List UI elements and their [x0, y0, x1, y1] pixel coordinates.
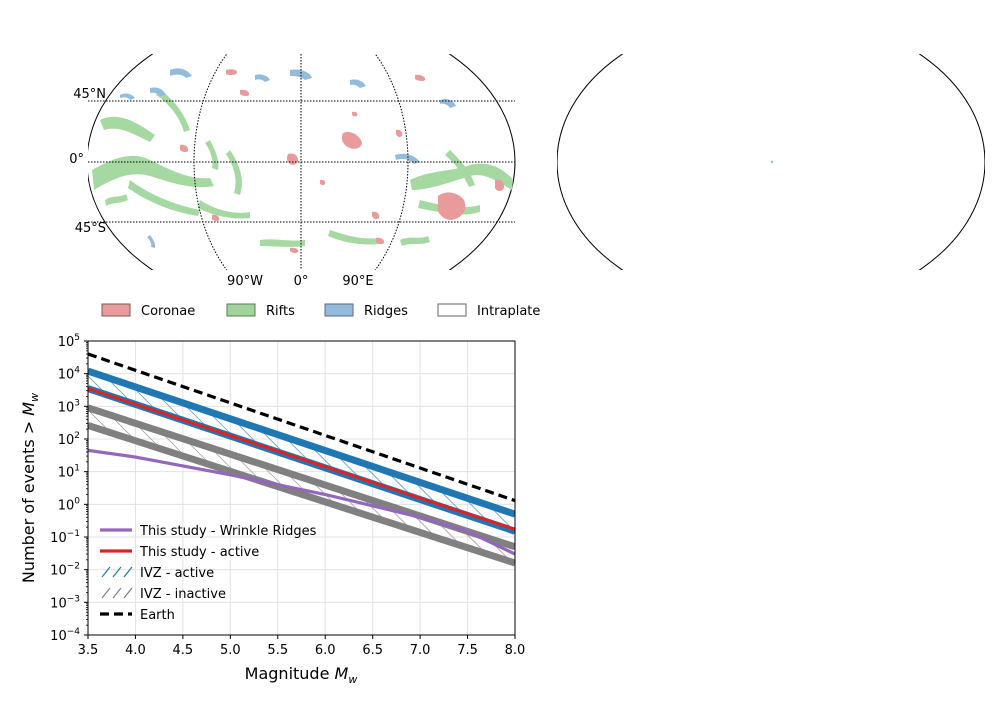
y-tick-exponent: −1	[67, 529, 80, 539]
y-tick-exponent: −2	[67, 562, 80, 572]
band-upper-edge	[88, 367, 515, 518]
x-tick-label: 6.0	[315, 643, 336, 658]
map-rifts	[92, 90, 513, 247]
y-tick-base: 10	[50, 564, 67, 579]
map-legend: Coronae Rifts Ridges Intraplate	[101, 303, 540, 319]
right-map-dot	[770, 160, 774, 164]
lat-label-0: 0°	[69, 152, 84, 167]
series-line	[88, 387, 515, 531]
x-tick-label: 8.0	[505, 643, 526, 658]
legend-hatch-swatch	[101, 566, 111, 578]
y-tick-base: 10	[58, 368, 75, 383]
y-tick-exponent: 2	[74, 431, 80, 441]
x-tick-label: 6.5	[362, 643, 383, 658]
x-tick-label: 4.5	[173, 643, 194, 658]
legend-label: This study - Wrinkle Ridges	[139, 524, 317, 539]
x-axis-label: Magnitude Mw	[245, 664, 358, 686]
x-tick-label: 3.5	[78, 643, 99, 658]
left-map-graticule	[88, 54, 515, 270]
left-map: 45°N 0° 45°S 90°W 0° 90°E	[69, 54, 516, 289]
x-axis-label-var: M	[335, 664, 349, 683]
y-tick-label: 102	[58, 431, 80, 448]
y-tick-label: 10−4	[50, 627, 80, 644]
y-tick-base: 10	[58, 335, 75, 350]
legend-label-coronae: Coronae	[141, 304, 195, 319]
lon-label-90e: 90°E	[342, 274, 373, 289]
band-fill	[88, 407, 515, 563]
lon-label-90w: 90°W	[227, 274, 263, 289]
x-tick-label: 7.0	[410, 643, 431, 658]
legend-hatch-swatch	[123, 566, 133, 578]
y-tick-label: 10−1	[50, 529, 80, 546]
legend-swatch-intraplate	[437, 303, 467, 317]
y-tick-base: 10	[50, 629, 67, 644]
y-axis-label-var: M	[19, 402, 38, 416]
y-tick-exponent: −4	[67, 627, 81, 637]
y-tick-exponent: 3	[74, 398, 80, 408]
legend-hatch-swatch	[123, 587, 133, 599]
y-tick-exponent: −3	[67, 594, 80, 604]
y-tick-label: 104	[58, 366, 81, 383]
band-fill	[88, 371, 515, 532]
chart: 3.5 4.0 4.5 5.0 5.5 6.0 6.5 7.0 7.5 8.0 105104103…	[19, 333, 525, 686]
lat-label-45s: 45°S	[75, 221, 106, 236]
x-tick-label: 4.0	[125, 643, 146, 658]
lon-90-lines	[193, 54, 409, 270]
y-tick-exponent: 4	[74, 366, 80, 376]
y-tick-label: 105	[58, 333, 80, 350]
y-tick-label: 10−2	[50, 562, 80, 579]
y-tick-label: 10−3	[50, 594, 80, 611]
series-line	[88, 352, 515, 503]
y-axis-label-sub: w	[28, 393, 41, 402]
right-map	[557, 54, 985, 270]
x-ticks: 3.5 4.0 4.5 5.0 5.5 6.0 6.5 7.0 7.5 8.0	[78, 635, 526, 658]
series-line	[88, 448, 515, 556]
legend-swatch-rifts	[226, 303, 256, 317]
y-tick-label: 103	[58, 398, 80, 415]
x-tick-label: 5.0	[220, 643, 241, 658]
x-tick-label: 5.5	[267, 643, 288, 658]
y-tick-exponent: 1	[74, 464, 80, 474]
y-tick-base: 10	[58, 498, 75, 513]
x-axis-label-sub: w	[348, 673, 357, 686]
legend-label: Earth	[140, 608, 175, 623]
plot-frame	[87, 340, 516, 636]
legend-swatch-ridges	[324, 303, 354, 317]
legend-label-rifts: Rifts	[266, 304, 295, 319]
legend-label: IVZ - inactive	[140, 587, 226, 602]
y-tick-base: 10	[58, 400, 75, 415]
y-tick-base: 10	[58, 433, 75, 448]
y-tick-label: 101	[58, 464, 80, 481]
x-axis-label-text: Magnitude	[245, 664, 335, 683]
legend-hatch-swatch	[112, 587, 122, 599]
y-axis-label-text: Number of events >	[19, 416, 38, 583]
y-tick-label: 100	[58, 496, 81, 513]
legend-label: IVZ - active	[140, 566, 214, 581]
y-axis-label: Number of events > Mw	[19, 393, 41, 583]
band-lower-edge	[88, 422, 515, 567]
lon-label-0: 0°	[294, 274, 309, 289]
legend-label: This study - active	[139, 545, 259, 560]
legend-hatch-swatch	[101, 587, 111, 599]
lat-label-45n: 45°N	[73, 87, 106, 102]
y-tick-base: 10	[50, 531, 67, 546]
chart-series	[88, 352, 515, 556]
y-tick-base: 10	[50, 596, 67, 611]
legend-label-intraplate: Intraplate	[477, 304, 540, 319]
x-tick-label: 7.5	[457, 643, 478, 658]
legend-swatch-coronae	[101, 303, 131, 317]
legend-label-ridges: Ridges	[364, 304, 408, 319]
y-tick-exponent: 5	[74, 333, 80, 343]
legend-hatch-swatch	[112, 566, 122, 578]
chart-legend: This study - Wrinkle Ridges This study - …	[100, 524, 317, 623]
y-tick-base: 10	[58, 466, 75, 481]
y-tick-exponent: 0	[74, 496, 80, 506]
